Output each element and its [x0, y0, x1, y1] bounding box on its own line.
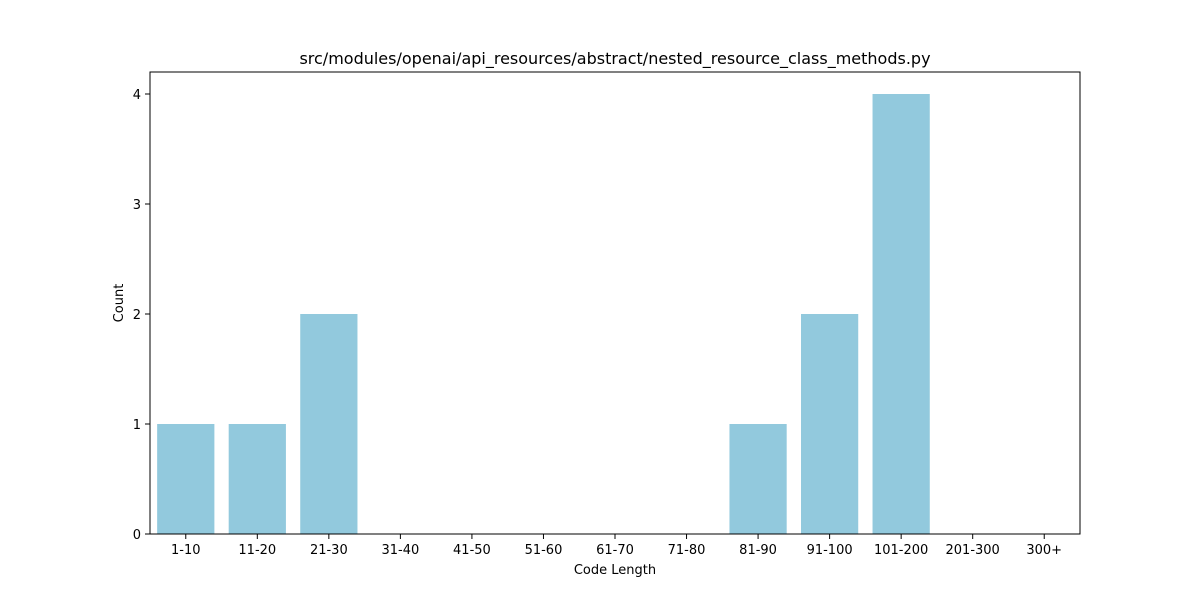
plot-frame — [149, 71, 1081, 535]
y-axis-ticks: 0 1 2 3 4 — [133, 88, 150, 543]
x-axis-label: Code Length — [574, 563, 656, 578]
bars-layer — [157, 94, 930, 534]
y-axis-label: Count — [112, 284, 127, 323]
x-tick-label: 300+ — [1026, 543, 1062, 558]
x-tick-label: 61-70 — [596, 543, 634, 558]
x-tick-label: 51-60 — [525, 543, 563, 558]
bar-91-100 — [801, 314, 859, 534]
y-tick-label: 3 — [133, 198, 141, 213]
x-tick-label: 91-100 — [807, 543, 853, 558]
bar-81-90 — [729, 424, 787, 534]
x-tick-label: 201-300 — [946, 543, 1000, 558]
x-tick-label: 71-80 — [668, 543, 706, 558]
bar-101-200 — [872, 94, 930, 534]
x-tick-label: 101-200 — [874, 543, 928, 558]
y-tick-label: 4 — [133, 88, 141, 103]
x-tick-label: 31-40 — [381, 543, 419, 558]
bar-21-30 — [300, 314, 358, 534]
bar-11-20 — [228, 424, 286, 534]
y-tick-label: 0 — [133, 528, 141, 543]
x-tick-label: 21-30 — [310, 543, 348, 558]
bar-1-10 — [157, 424, 215, 534]
y-tick-label: 2 — [133, 308, 141, 323]
chart-title: src/modules/openai/api_resources/abstrac… — [299, 49, 930, 69]
x-tick-label: 1-10 — [171, 543, 201, 558]
x-tick-label: 11-20 — [238, 543, 276, 558]
x-axis-ticks: 1-10 11-20 21-30 31-40 41-50 51-60 61-70 71-80 8… — [171, 534, 1062, 558]
x-tick-label: 41-50 — [453, 543, 491, 558]
y-tick-label: 1 — [133, 418, 141, 433]
x-tick-label: 81-90 — [739, 543, 777, 558]
